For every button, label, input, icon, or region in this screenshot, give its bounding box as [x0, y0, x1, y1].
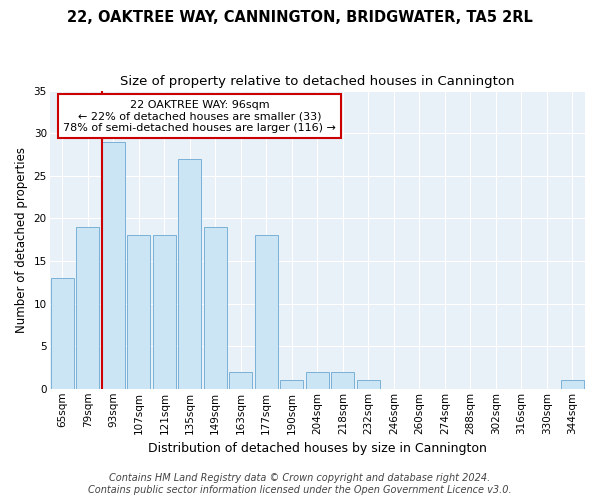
Bar [561, 380, 584, 389]
Title: Size of property relative to detached houses in Cannington: Size of property relative to detached ho… [120, 75, 515, 88]
Bar [255, 236, 278, 389]
Text: 22 OAKTREE WAY: 96sqm
← 22% of detached houses are smaller (33)
78% of semi-deta: 22 OAKTREE WAY: 96sqm ← 22% of detached … [63, 100, 336, 132]
Bar [204, 227, 227, 389]
Bar [153, 236, 176, 389]
Bar [178, 158, 201, 389]
Bar [76, 227, 100, 389]
Bar [102, 142, 125, 389]
Y-axis label: Number of detached properties: Number of detached properties [15, 146, 28, 332]
Bar [357, 380, 380, 389]
Text: 22, OAKTREE WAY, CANNINGTON, BRIDGWATER, TA5 2RL: 22, OAKTREE WAY, CANNINGTON, BRIDGWATER,… [67, 10, 533, 25]
X-axis label: Distribution of detached houses by size in Cannington: Distribution of detached houses by size … [148, 442, 487, 455]
Bar [306, 372, 329, 389]
Bar [280, 380, 303, 389]
Bar [229, 372, 252, 389]
Bar [127, 236, 150, 389]
Text: Contains HM Land Registry data © Crown copyright and database right 2024.
Contai: Contains HM Land Registry data © Crown c… [88, 474, 512, 495]
Bar [331, 372, 354, 389]
Bar [51, 278, 74, 389]
